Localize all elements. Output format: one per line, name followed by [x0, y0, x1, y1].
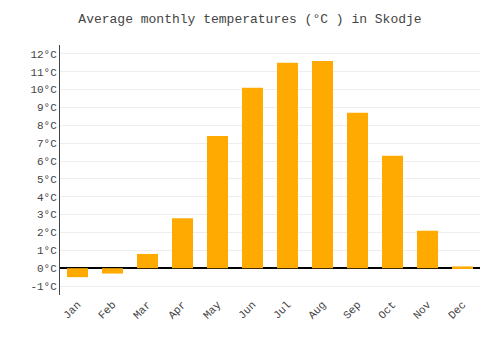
- svg-text:Jan: Jan: [61, 299, 83, 321]
- svg-text:Mar: Mar: [131, 299, 153, 321]
- svg-text:Aug: Aug: [306, 299, 328, 321]
- svg-text:5°C: 5°C: [37, 174, 57, 186]
- svg-text:12°C: 12°C: [30, 49, 57, 61]
- svg-text:Feb: Feb: [96, 299, 118, 321]
- svg-text:10°C: 10°C: [30, 84, 57, 96]
- svg-text:4°C: 4°C: [37, 192, 57, 204]
- svg-text:Apr: Apr: [166, 299, 188, 321]
- svg-text:May: May: [201, 299, 224, 322]
- svg-text:2°C: 2°C: [37, 227, 57, 239]
- svg-text:1°C: 1°C: [37, 245, 57, 257]
- svg-text:6°C: 6°C: [37, 156, 57, 168]
- svg-text:Average monthly temperatures (: Average monthly temperatures (°C ) in Sk…: [78, 12, 421, 27]
- svg-text:Oct: Oct: [376, 299, 398, 321]
- svg-text:11°C: 11°C: [30, 67, 57, 79]
- svg-text:9°C: 9°C: [37, 102, 57, 114]
- svg-text:-1°C: -1°C: [30, 281, 57, 293]
- svg-text:3°C: 3°C: [37, 209, 57, 221]
- svg-text:Jul: Jul: [271, 299, 293, 321]
- svg-text:8°C: 8°C: [37, 120, 57, 132]
- svg-text:7°C: 7°C: [37, 138, 57, 150]
- svg-text:Nov: Nov: [411, 299, 434, 322]
- svg-text:0°C: 0°C: [37, 263, 57, 275]
- svg-text:Jun: Jun: [236, 299, 258, 321]
- svg-text:Sep: Sep: [341, 299, 363, 321]
- svg-text:Dec: Dec: [446, 299, 468, 321]
